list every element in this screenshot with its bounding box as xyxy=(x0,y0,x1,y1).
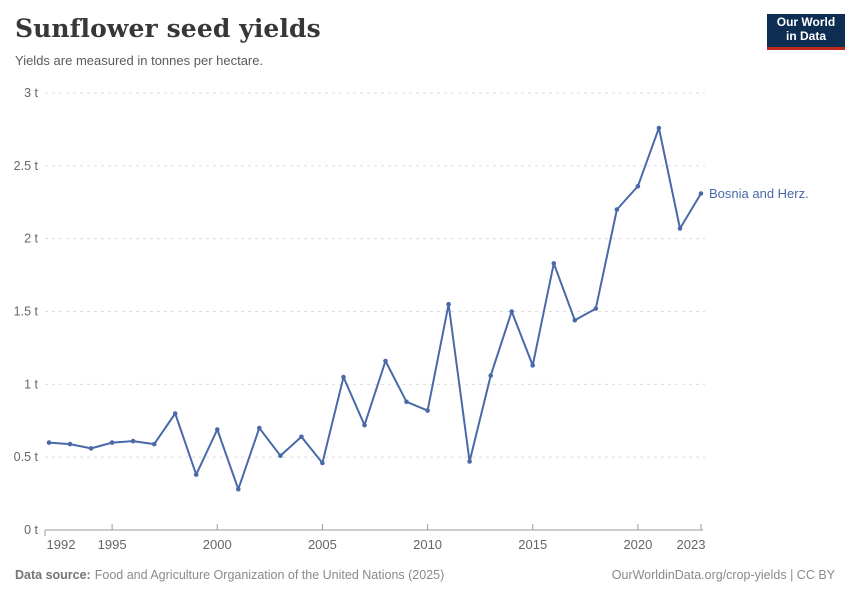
data-point[interactable] xyxy=(341,374,346,380)
data-point[interactable] xyxy=(551,261,557,266)
data-point[interactable] xyxy=(698,191,704,196)
y-axis-label: 1.5 t xyxy=(14,305,39,319)
data-point[interactable] xyxy=(151,441,157,447)
x-axis-label: 1995 xyxy=(98,537,127,552)
data-source-text: Food and Agriculture Organization of the… xyxy=(94,568,445,582)
data-point[interactable] xyxy=(172,411,178,416)
data-point[interactable] xyxy=(383,358,388,364)
x-axis-label: 2010 xyxy=(413,537,442,552)
data-point[interactable] xyxy=(257,425,262,431)
data-point[interactable] xyxy=(362,422,367,428)
data-point[interactable] xyxy=(530,363,535,368)
series-end-label[interactable]: Bosnia and Herz. xyxy=(709,186,809,201)
data-point[interactable] xyxy=(509,309,514,314)
chart-footer: Data source: Food and Agriculture Organiz… xyxy=(15,568,835,582)
data-point[interactable] xyxy=(236,486,241,492)
data-point[interactable] xyxy=(109,440,115,445)
x-axis-label: 2015 xyxy=(518,537,547,552)
data-source-note: Data source: Food and Agriculture Organiz… xyxy=(15,568,444,582)
x-axis-label: 2000 xyxy=(203,537,232,552)
data-point[interactable] xyxy=(46,440,52,445)
data-point[interactable] xyxy=(467,459,472,464)
y-axis-label: 0 t xyxy=(24,523,38,537)
data-source-label: Data source: xyxy=(15,568,91,582)
data-point[interactable] xyxy=(320,460,325,466)
y-axis-label: 0.5 t xyxy=(14,450,39,464)
x-axis-label: 2020 xyxy=(623,537,652,552)
data-point[interactable] xyxy=(677,226,683,231)
x-axis-label: 2023 xyxy=(677,537,706,552)
data-point[interactable] xyxy=(67,441,73,447)
data-point[interactable] xyxy=(572,317,578,323)
chart-subtitle: Yields are measured in tonnes per hectar… xyxy=(15,53,264,68)
owid-logo-line1: Our World xyxy=(776,15,836,29)
data-point[interactable] xyxy=(215,427,220,432)
x-axis-label: 2005 xyxy=(308,537,337,552)
y-axis-label: 2 t xyxy=(24,232,38,246)
data-point[interactable] xyxy=(278,453,283,459)
page-title: Sunflower seed yields xyxy=(15,14,321,43)
data-point[interactable] xyxy=(193,472,199,477)
owid-logo[interactable]: Our World in Data xyxy=(767,14,845,50)
data-point[interactable] xyxy=(614,207,620,212)
data-point[interactable] xyxy=(404,399,409,405)
data-point[interactable] xyxy=(88,446,94,451)
data-line[interactable] xyxy=(48,127,702,491)
data-point[interactable] xyxy=(488,373,494,378)
data-point[interactable] xyxy=(446,301,451,307)
y-axis-label: 3 t xyxy=(24,86,38,100)
y-axis-label: 2.5 t xyxy=(14,159,39,173)
data-point[interactable] xyxy=(299,434,304,440)
data-point[interactable] xyxy=(635,183,641,189)
y-axis-label: 1 t xyxy=(24,377,38,391)
x-axis-label: 1992 xyxy=(47,537,76,552)
footer-citation-link[interactable]: OurWorldinData.org/crop-yields | CC BY xyxy=(611,568,835,582)
data-point[interactable] xyxy=(656,125,662,131)
data-point[interactable] xyxy=(425,408,430,413)
owid-logo-line2: in Data xyxy=(785,28,826,43)
data-point[interactable] xyxy=(130,438,136,444)
data-point[interactable] xyxy=(593,306,599,311)
